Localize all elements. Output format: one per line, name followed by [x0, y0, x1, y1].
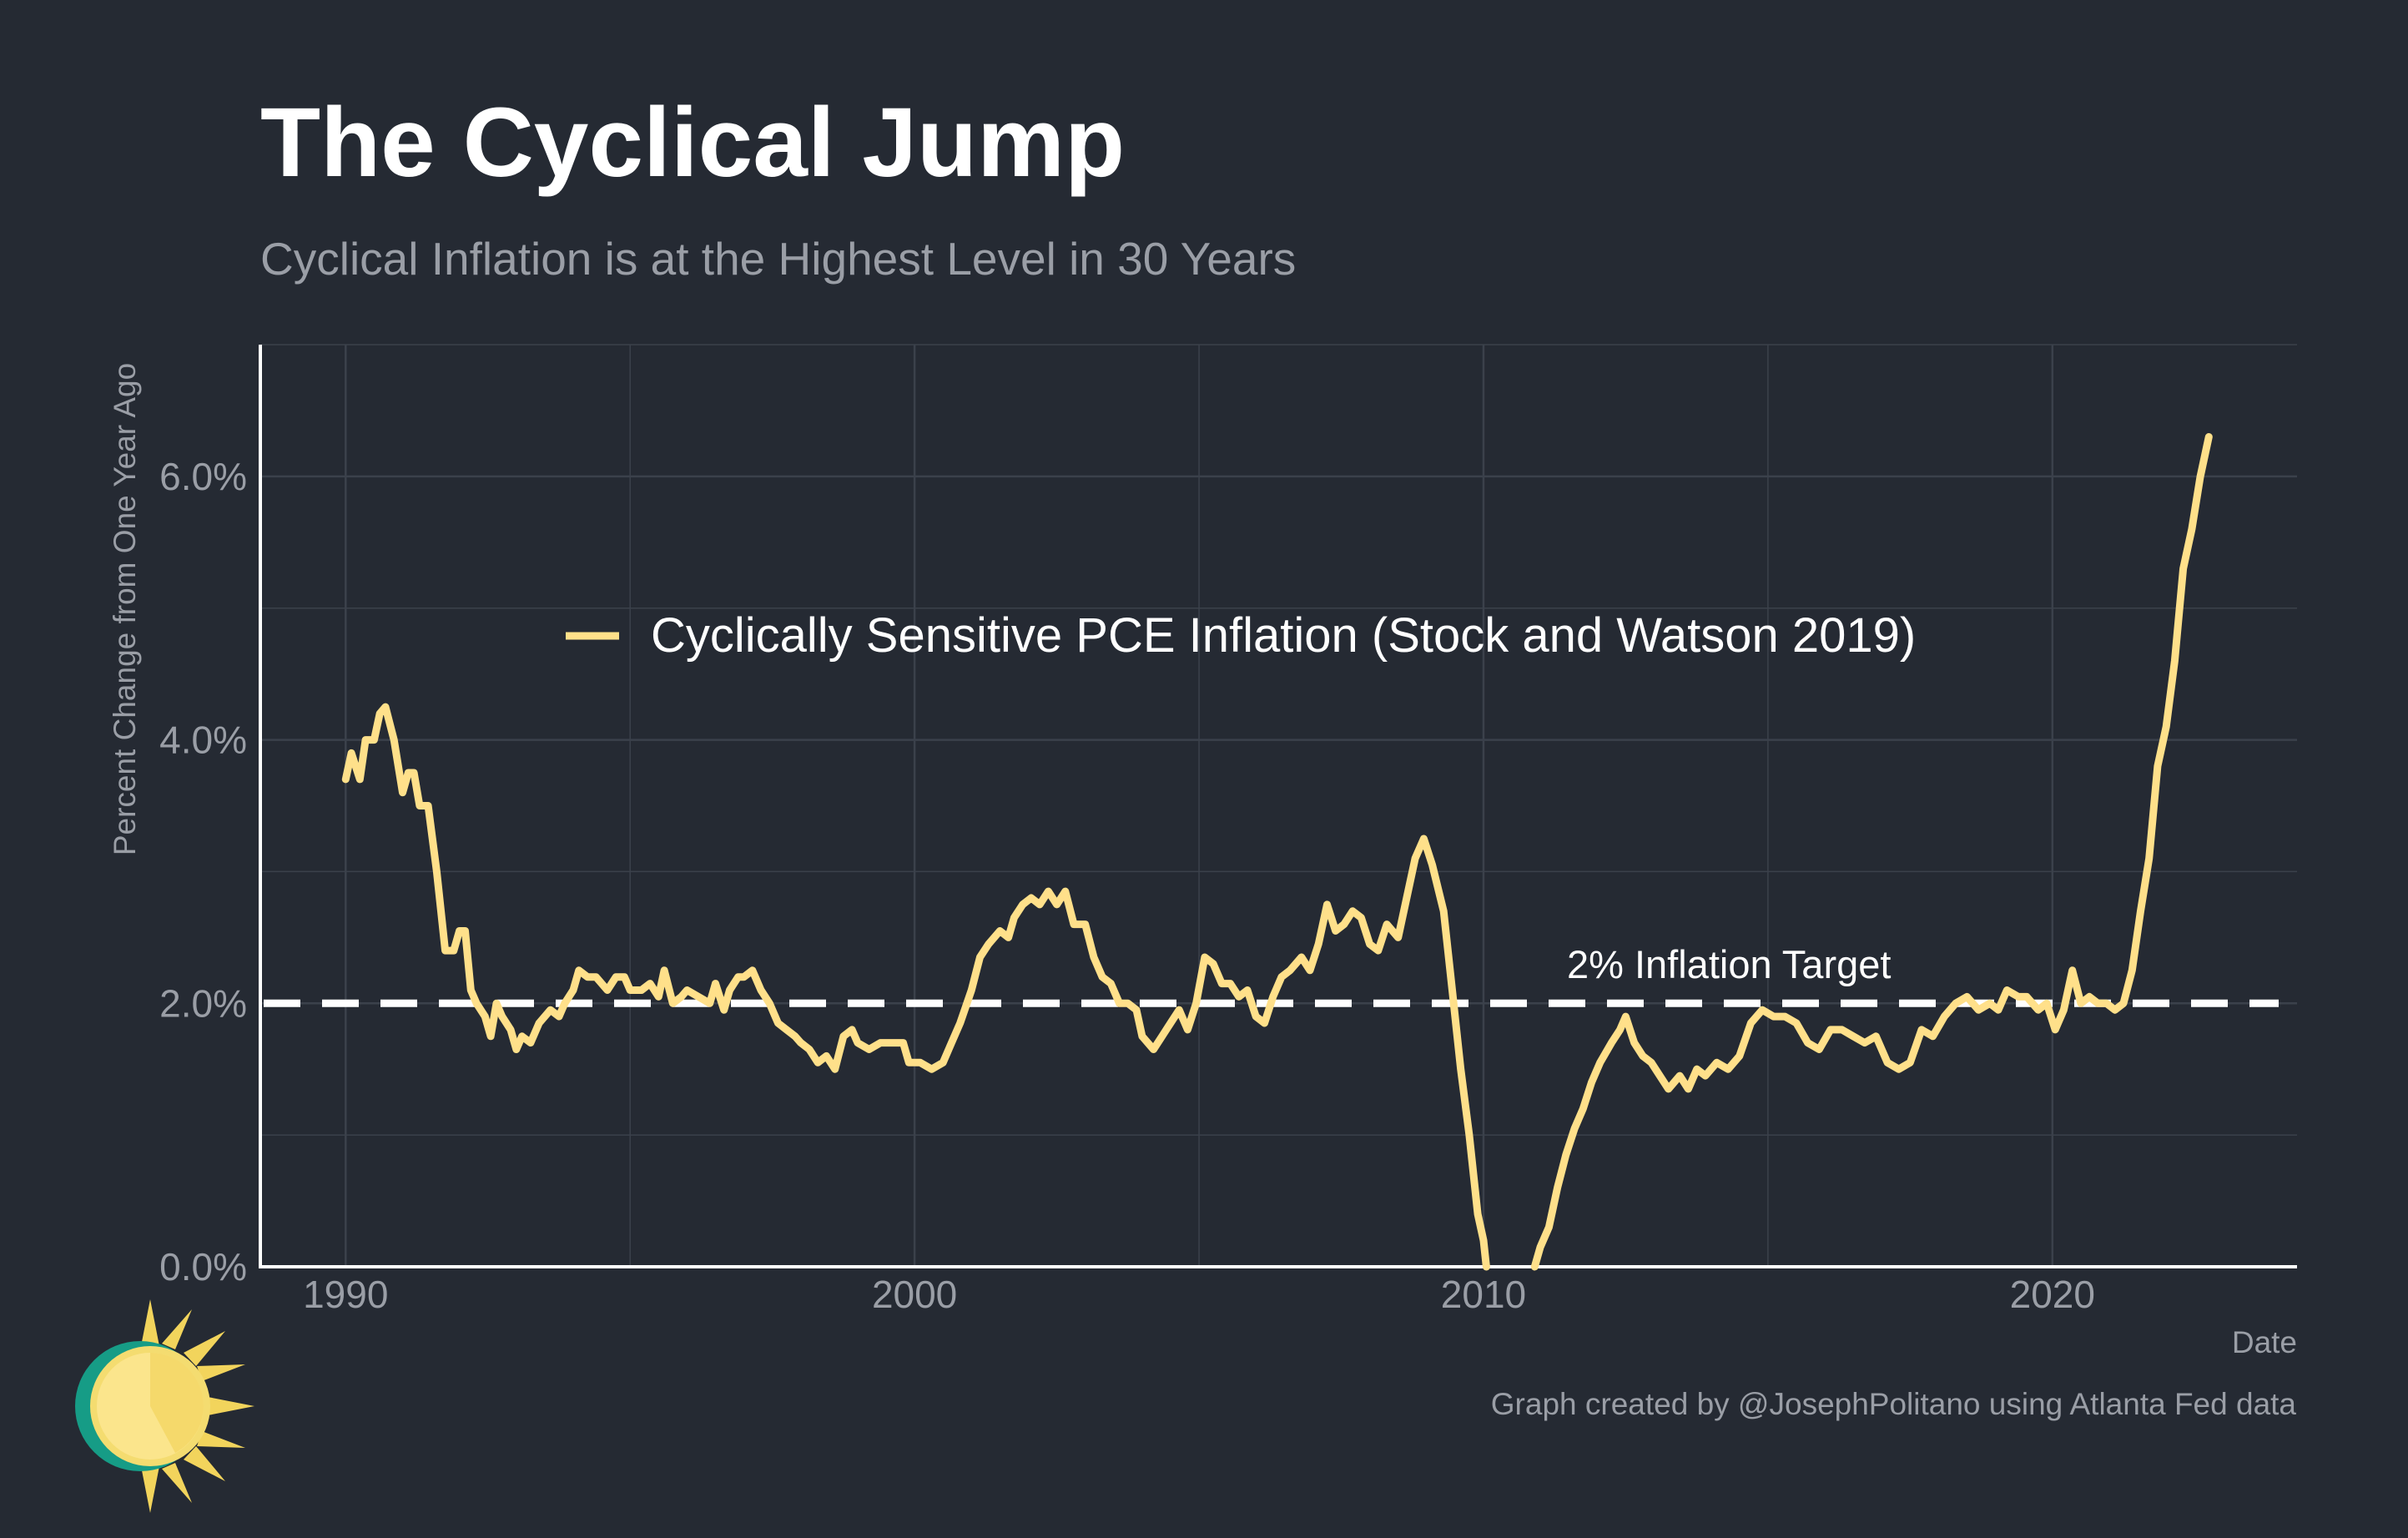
chart-subtitle: Cyclical Inflation is at the Highest Lev…	[260, 233, 1297, 285]
y-tick-label: 4.0%	[159, 719, 247, 762]
series-group	[341, 433, 2213, 1271]
y-tick-label: 0.0%	[159, 1245, 247, 1288]
x-tick-label: 2000	[872, 1273, 957, 1316]
series-line	[341, 703, 1490, 1271]
legend: Cyclically Sensitive PCE Inflation (Stoc…	[566, 608, 1916, 663]
chart-title: The Cyclical Jump	[260, 88, 1126, 198]
legend-label: Cyclically Sensitive PCE Inflation (Stoc…	[651, 608, 1916, 663]
x-tick-label: 1990	[303, 1273, 388, 1316]
source-caption: Graph created by @JosephPolitano using A…	[1490, 1387, 2296, 1421]
axes	[259, 345, 2297, 1268]
tick-labels: 1990 2000 2010 2020 0.0% 2.0% 4.0% 6.0%	[159, 455, 2095, 1316]
x-tick-label: 2010	[1441, 1273, 1526, 1316]
sun-logo-icon	[75, 1299, 254, 1513]
y-axis-title: Percent Change from One Year Ago	[108, 363, 142, 855]
target-line-label: 2% Inflation Target	[1567, 942, 1891, 986]
series-line	[1530, 433, 2213, 1271]
x-tick-label: 2020	[2010, 1273, 2095, 1316]
x-axis-title: Date	[2232, 1325, 2297, 1359]
y-tick-label: 6.0%	[159, 455, 247, 498]
grid-lines	[260, 344, 2297, 1267]
y-tick-label: 2.0%	[159, 981, 247, 1025]
